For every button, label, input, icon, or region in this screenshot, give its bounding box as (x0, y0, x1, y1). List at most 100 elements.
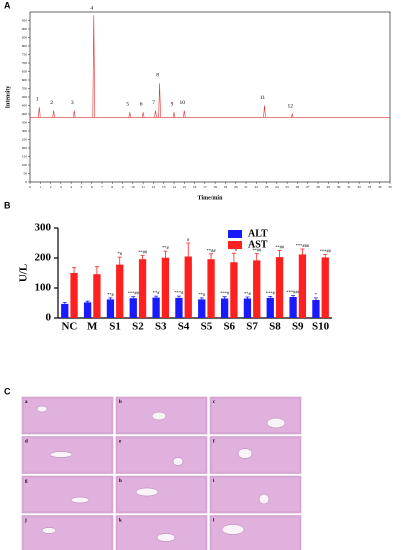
legend-swatch (228, 230, 242, 238)
x-tick-label: 35 (388, 185, 392, 189)
y-tick-label: 500 (22, 95, 28, 99)
bar (198, 299, 206, 318)
peak (72, 110, 76, 118)
x-tick-label: 31 (347, 185, 351, 189)
bar (243, 298, 252, 318)
x-tick-label: 12 (152, 185, 156, 189)
significance-label: **## (275, 245, 285, 250)
bar (175, 297, 183, 318)
y-tick-label: 300 (35, 222, 52, 234)
legend-label: ALT (248, 228, 268, 239)
tile-label: b (119, 400, 122, 405)
significance-label: **# (231, 247, 239, 252)
peak-label: 6 (140, 102, 143, 108)
tile-label: a (25, 400, 28, 405)
vessel (237, 448, 253, 459)
x-tick-label: S8 (269, 321, 281, 333)
x-tick-label: 16 (193, 185, 197, 189)
x-tick-label: 25 (285, 185, 289, 189)
x-tick-label: 24 (275, 185, 279, 189)
x-tick-label: 8 (111, 185, 113, 189)
legend-label: AST (248, 239, 268, 250)
x-tick-label: S6 (223, 321, 235, 333)
bar (116, 264, 124, 318)
peak (158, 83, 161, 118)
significance-label: * (315, 292, 318, 297)
peak (154, 110, 157, 118)
bar (220, 298, 229, 318)
error-bar (323, 254, 328, 258)
x-tick-label: 1 (39, 185, 41, 189)
significance-label: **# (244, 291, 252, 296)
tissue-texture (24, 478, 111, 511)
x-tick-label: 32 (357, 185, 361, 189)
bar (312, 300, 320, 318)
significance-label: ***### (296, 243, 310, 248)
vessel (36, 405, 48, 413)
x-tick-label: 26 (296, 185, 300, 189)
y-tick-label: 750 (22, 52, 28, 56)
x-tick-label: 17 (203, 185, 207, 189)
vessel (49, 451, 73, 458)
y-tick-label: 0 (46, 312, 52, 324)
error-bar (176, 295, 181, 298)
peak-label: 4 (90, 5, 93, 11)
y-tick-label: 850 (22, 35, 28, 39)
y-tick-label: 450 (22, 103, 28, 107)
bar (93, 274, 101, 318)
error-bar (268, 296, 273, 298)
x-tick-label: S1 (109, 321, 121, 333)
significance-label: **## (138, 250, 148, 255)
y-tick-label: 550 (22, 86, 28, 90)
x-tick-label: 19 (224, 185, 228, 189)
vessel (70, 496, 90, 504)
tissue-texture (118, 517, 205, 550)
x-tick-label: 2 (50, 185, 52, 189)
error-bar (209, 253, 214, 260)
panel-label: B (4, 200, 11, 210)
error-bar (131, 296, 136, 299)
bar (275, 257, 284, 318)
bar (106, 299, 115, 318)
x-tick-label: 4 (70, 185, 72, 189)
tissue-texture (118, 478, 205, 511)
y-tick-label: 200 (22, 146, 28, 150)
x-tick-label: 5 (81, 185, 83, 189)
x-tick-label: 3 (60, 185, 62, 189)
error-bar (277, 250, 282, 258)
x-tick-label: 28 (316, 185, 320, 189)
significance-label: *# (117, 251, 122, 256)
x-tick-label: S7 (246, 321, 258, 333)
tile-label: h (119, 479, 122, 484)
y-tick-label: 300 (22, 129, 28, 133)
significance-label: **# (153, 290, 161, 295)
error-bar (186, 242, 191, 257)
x-tick-label: 14 (172, 185, 176, 189)
error-bar (222, 296, 227, 299)
peak (182, 110, 186, 118)
x-tick-label: 7 (101, 185, 103, 189)
bar (61, 303, 69, 318)
bar (138, 259, 147, 318)
peak (52, 110, 55, 118)
bar (129, 298, 137, 318)
significance-label: # (187, 237, 190, 242)
significance-label: **# (198, 292, 206, 297)
y-tick-label: 400 (22, 112, 28, 116)
peak (128, 112, 132, 118)
significance-label: ***# (220, 291, 230, 296)
y-tick-label: 950 (22, 18, 28, 22)
x-tick-label: 34 (378, 185, 382, 189)
significance-label: **# (107, 292, 115, 297)
y-tick-label: 100 (35, 282, 52, 294)
plot-frame (29, 11, 391, 183)
bar (230, 262, 238, 318)
tile-label: g (25, 479, 28, 484)
y-tick-label: 0 (25, 180, 27, 184)
significance-label: **## (207, 248, 217, 253)
tissue-texture (212, 438, 299, 472)
x-tick-label: M (87, 321, 98, 333)
peak-label: 10 (180, 100, 186, 106)
error-bar (300, 248, 305, 255)
